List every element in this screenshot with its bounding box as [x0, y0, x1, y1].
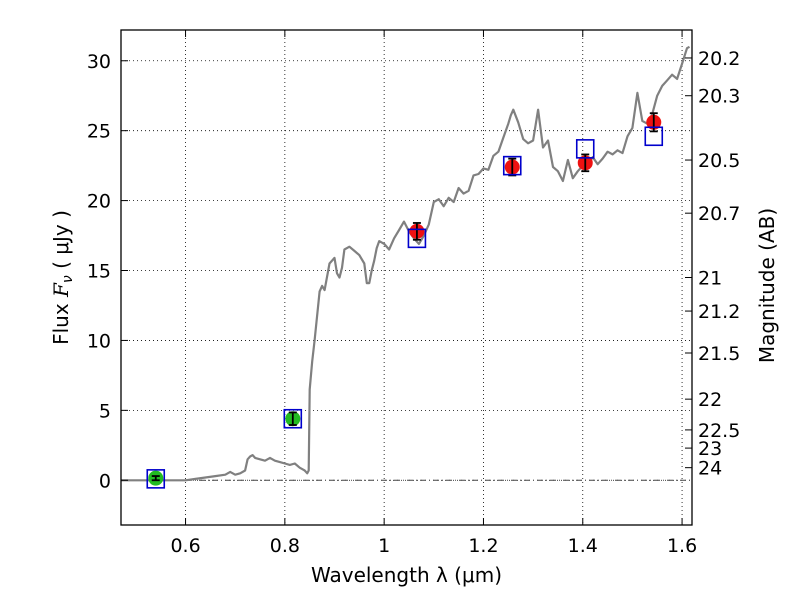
y2-tick-label: 22.5 — [698, 420, 740, 442]
model-flux-square — [283, 408, 303, 429]
x-tick-label: 0.8 — [270, 535, 300, 557]
y2-tick-label: 24 — [698, 458, 722, 480]
y-axis-label-prefix: Flux — [49, 297, 73, 345]
y-axis-label-subscript: ν — [60, 275, 76, 283]
y2-axis-label: Magnitude (AB) — [755, 208, 779, 363]
y2-tick-label: 20.7 — [698, 203, 740, 225]
model-flux-square — [644, 126, 664, 147]
y2-tick-label: 20.2 — [698, 48, 740, 70]
plot-clipped-group — [121, 45, 691, 489]
y2-tick-label: 22 — [698, 389, 722, 411]
y-tick-label: 25 — [87, 121, 111, 143]
y-axis-label: Flux Fν ( μJy ) — [49, 210, 76, 345]
y2-tick-label: 20.5 — [698, 150, 740, 172]
x-axis-label: Wavelength λ (μm) — [311, 563, 502, 587]
grid-lines — [121, 30, 692, 525]
y2-tick-label: 21.5 — [698, 343, 740, 365]
y-axis-label-symbol: F — [49, 282, 73, 298]
x-tick-label: 1.4 — [568, 535, 598, 557]
y-tick-label: 20 — [87, 191, 111, 213]
y-tick-label: 30 — [87, 51, 111, 73]
model-flux-square — [146, 469, 166, 489]
y2-tick-label: 21.2 — [698, 301, 740, 323]
x-tick-label: 1 — [378, 535, 390, 557]
model-flux-square — [502, 155, 522, 176]
model-flux-square — [575, 139, 595, 159]
plot-area — [121, 45, 691, 489]
y-axis-label-suffix: ( μJy ) — [49, 210, 73, 275]
y-tick-label: 0 — [99, 470, 111, 492]
model-flux-square — [407, 228, 427, 249]
spectrum-line — [121, 45, 691, 482]
x-tick-label: 0.6 — [170, 535, 200, 557]
plot-frame — [120, 29, 693, 526]
y2-tick-label: 20.3 — [698, 86, 740, 108]
y2-tick-label: 21 — [698, 268, 722, 290]
y-tick-label: 5 — [99, 400, 111, 422]
y-tick-label: 15 — [87, 261, 111, 283]
y-tick-label: 10 — [87, 330, 111, 352]
x-tick-label: 1.6 — [667, 535, 697, 557]
x-tick-label: 1.2 — [468, 535, 498, 557]
y2-tick-label: 23 — [698, 438, 722, 460]
tick-labels: 0.6 0.8 1 1.2 1.4 1.6 0 5 10 15 20 25 30 20.2 20.3 20.5… — [87, 48, 741, 557]
axis-ticks — [121, 30, 692, 525]
